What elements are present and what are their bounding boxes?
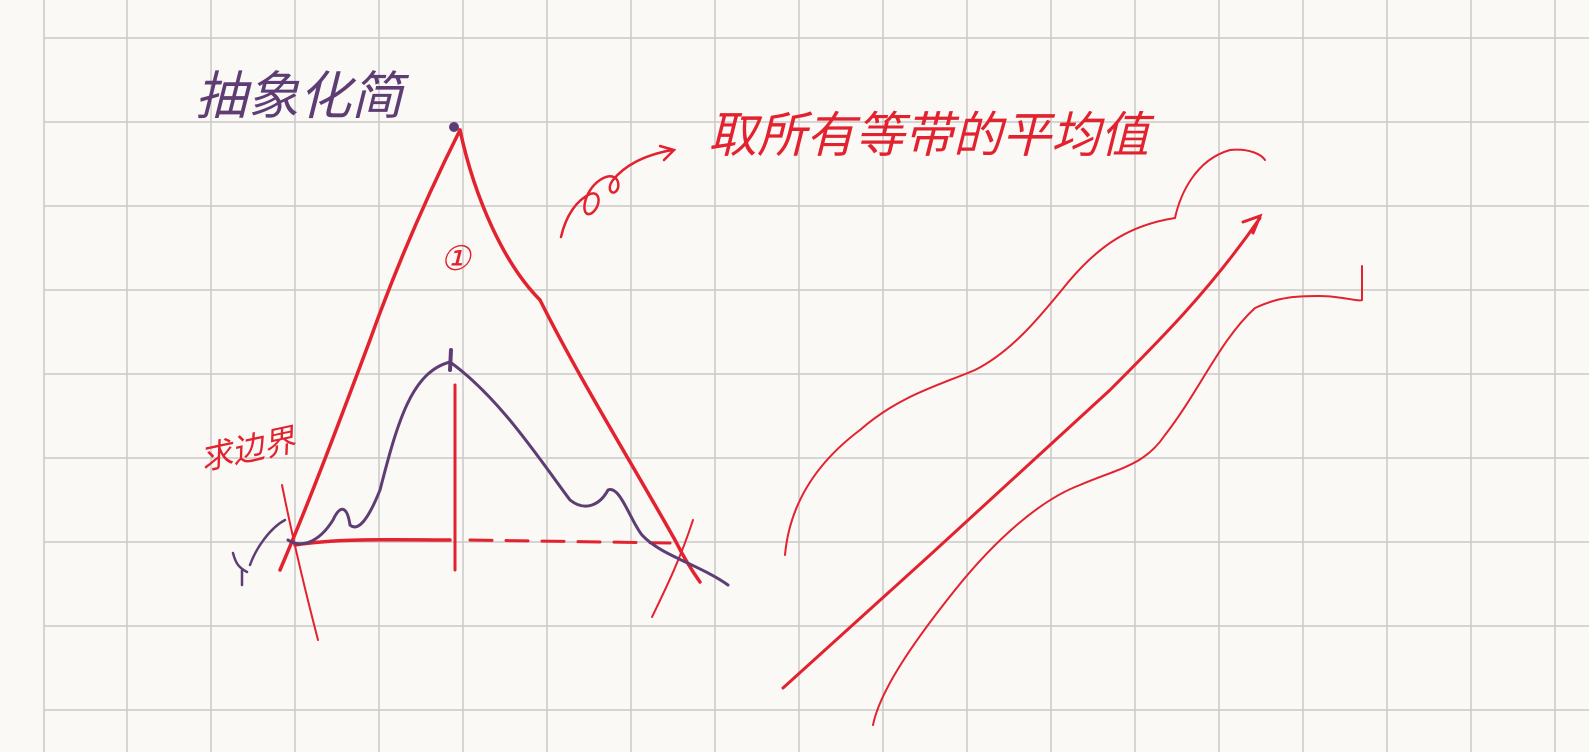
red-base-dashed-line xyxy=(468,538,672,545)
purple-distribution-curve xyxy=(286,360,730,587)
red-curly-arrow xyxy=(559,144,677,239)
band-lower-curve xyxy=(872,265,1363,726)
title-handwritten: 抽象化简 xyxy=(195,67,410,127)
grid-lines xyxy=(43,0,1589,752)
region-label-handwritten: ① xyxy=(440,239,472,279)
boundary-note-handwritten: 求边界 xyxy=(197,420,301,478)
band-upper-curve xyxy=(784,148,1266,556)
purple-left-hook xyxy=(231,518,287,587)
red-right-boundary-mark xyxy=(651,519,694,618)
red-triangle-right-side xyxy=(458,128,702,584)
purple-peak-dot xyxy=(449,122,459,132)
red-base-line xyxy=(293,537,452,547)
red-left-boundary-mark xyxy=(281,484,319,641)
band-center-line-arrow xyxy=(781,213,1263,690)
average-note-handwritten: 取所有等带的平均值 xyxy=(708,107,1155,164)
red-triangle-left-side xyxy=(278,128,462,572)
purple-peak-stroke xyxy=(448,348,453,372)
